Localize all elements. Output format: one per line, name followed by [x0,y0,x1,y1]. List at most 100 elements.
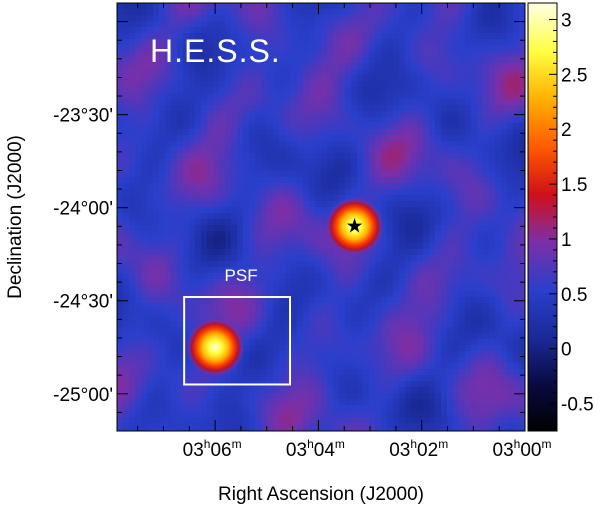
heatmap-cell [519,375,525,382]
heatmap-cell [357,21,364,28]
heatmap-cell [339,279,346,286]
heatmap-cell [237,267,244,274]
heatmap-cell [273,165,280,172]
heatmap-cell [291,249,298,256]
heatmap-cell [243,423,250,430]
heatmap-cell [135,99,142,106]
heatmap-cell [303,21,310,28]
heatmap-cell [489,129,496,136]
heatmap-cell [465,267,472,274]
heatmap-cell [435,327,442,334]
heatmap-cell [129,177,136,184]
heatmap-cell [477,291,484,298]
heatmap-cell [135,129,142,136]
heatmap-cell [333,297,340,304]
heatmap-cell [405,225,412,232]
heatmap-cell [201,375,208,382]
heatmap-cell [129,417,136,424]
heatmap-cell [417,177,424,184]
heatmap-cell [435,45,442,52]
heatmap-cell [165,309,172,316]
heatmap-cell [117,87,124,94]
heatmap-cell [519,9,525,16]
heatmap-cell [141,15,148,22]
heatmap-cell [339,417,346,424]
heatmap-cell [327,177,334,184]
heatmap-cell [477,111,484,118]
heatmap-cell [273,213,280,220]
heatmap-cell [423,381,430,388]
heatmap-cell [423,213,430,220]
heatmap-cell [369,429,376,431]
heatmap-cell [279,423,286,430]
heatmap-cell [495,261,502,268]
heatmap-cell [381,15,388,22]
heatmap-cell [165,381,172,388]
heatmap-cell [393,195,400,202]
heatmap-cell [471,21,478,28]
heatmap-cell [243,57,250,64]
heatmap-cell [441,303,448,310]
heatmap-cell [303,183,310,190]
heatmap-cell [441,147,448,154]
heatmap-cell [117,27,124,34]
heatmap-cell [339,63,346,70]
heatmap-cell [351,339,358,346]
heatmap-cell [303,219,310,226]
heatmap-cell [249,111,256,118]
heatmap-cell [345,75,352,82]
heatmap-cell [261,417,268,424]
heatmap-cell [351,123,358,130]
heatmap-cell [183,21,190,28]
heatmap-cell [243,105,250,112]
heatmap-cell [249,225,256,232]
heatmap-cell [399,279,406,286]
heatmap-cell [459,117,466,124]
heatmap-cell [375,369,382,376]
heatmap-cell [429,75,436,82]
heatmap-cell [447,255,454,262]
heatmap-cell [261,405,268,412]
heatmap-cell [273,303,280,310]
heatmap-cell [141,81,148,88]
heatmap-cell [345,147,352,154]
heatmap-cell [453,291,460,298]
heatmap-cell [429,321,436,328]
heatmap-cell [381,363,388,370]
heatmap-cell [333,357,340,364]
heatmap-cell [261,357,268,364]
heatmap-cell [165,387,172,394]
heatmap-cell [243,387,250,394]
heatmap-cell [477,381,484,388]
heatmap-cell [153,183,160,190]
heatmap-cell [279,237,286,244]
heatmap-cell [195,273,202,280]
heatmap-cell [363,363,370,370]
heatmap-cell [477,51,484,58]
heatmap-cell [171,405,178,412]
heatmap-cell [249,63,256,70]
heatmap-cell [177,429,184,431]
heatmap-cell [159,39,166,46]
heatmap-cell [225,129,232,136]
heatmap-cell [129,9,136,16]
heatmap-cell [489,273,496,280]
heatmap-cell [123,219,130,226]
heatmap-cell [405,381,412,388]
heatmap-cell [225,387,232,394]
heatmap-cell [243,369,250,376]
heatmap-cell [393,159,400,166]
heatmap-cell [291,135,298,142]
heatmap-cell [483,9,490,16]
heatmap-cell [453,285,460,292]
heatmap-cell [339,423,346,430]
heatmap-cell [321,195,328,202]
heatmap-cell [147,333,154,340]
heatmap-cell [495,189,502,196]
heatmap-cell [321,207,328,214]
heatmap-cell [423,57,430,64]
heatmap-cell [429,363,436,370]
heatmap-cell [411,111,418,118]
heatmap-cell [453,81,460,88]
heatmap-cell [465,405,472,412]
